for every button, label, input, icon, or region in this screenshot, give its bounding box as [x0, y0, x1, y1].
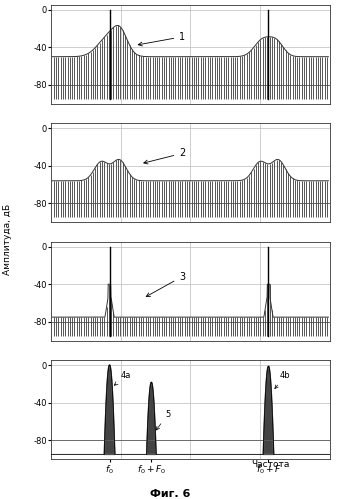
Text: 2: 2 — [144, 148, 186, 164]
Text: Частота: Частота — [252, 460, 290, 469]
Text: 4b: 4b — [275, 371, 290, 389]
Text: 1: 1 — [138, 32, 185, 46]
Text: Амплитуда, дБ: Амплитуда, дБ — [3, 204, 12, 275]
Text: 3: 3 — [146, 271, 185, 296]
Text: 5: 5 — [156, 410, 171, 430]
Text: 4a: 4a — [114, 371, 131, 385]
Text: Фиг. 6: Фиг. 6 — [150, 489, 190, 499]
